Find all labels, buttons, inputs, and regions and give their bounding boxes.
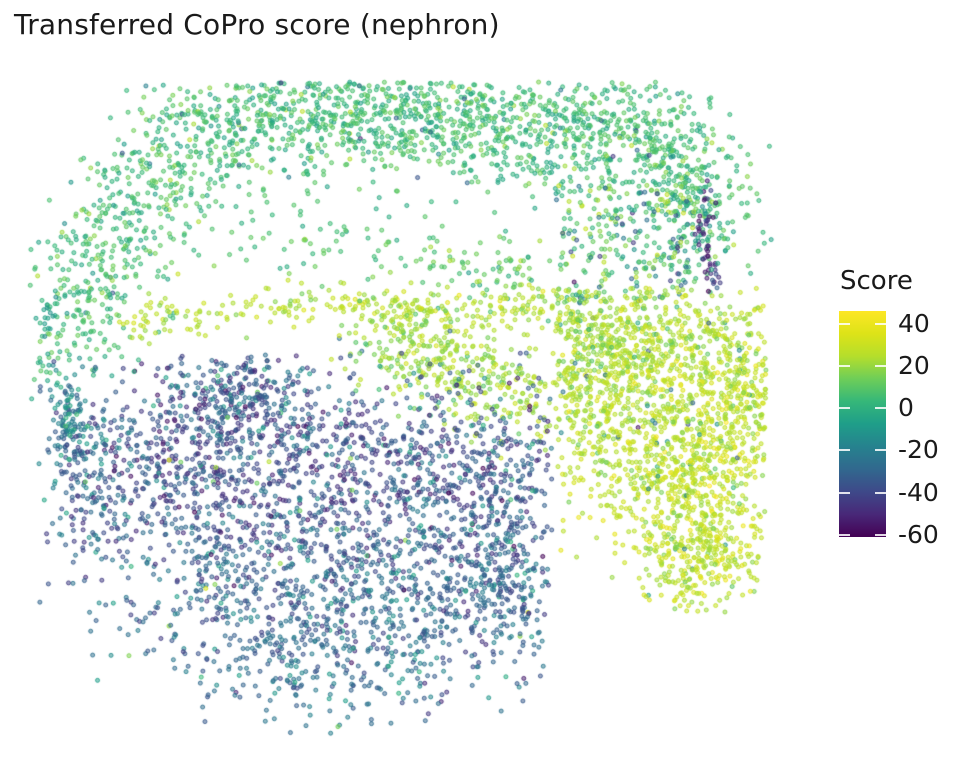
colorbar-tick-label: -40 xyxy=(898,477,939,507)
colorbar-tick-label: 0 xyxy=(898,393,914,423)
colorbar-tick-mark xyxy=(875,407,886,410)
colorbar-tick-label: 20 xyxy=(898,350,930,380)
colorbar-tick-mark xyxy=(875,322,886,325)
colorbar-tick-mark xyxy=(875,449,886,452)
colorbar-tick-mark xyxy=(875,533,886,536)
chart-title: Transferred CoPro score (nephron) xyxy=(14,8,500,41)
colorbar-tick-mark xyxy=(839,449,850,452)
colorbar-tick-mark xyxy=(839,491,850,494)
colorbar-tick-mark xyxy=(839,407,850,410)
colorbar-tick-mark xyxy=(875,364,886,367)
colorbar-legend: Score 40 20 0 -20 -40 -60 xyxy=(838,266,960,556)
colorbar-tick-label: -60 xyxy=(898,519,939,549)
colorbar-tick-mark xyxy=(839,533,850,536)
colorbar-tick-mark xyxy=(839,322,850,325)
colorbar-gradient xyxy=(839,311,886,537)
colorbar-tick-label: 40 xyxy=(898,308,930,338)
colorbar-tick-mark xyxy=(875,491,886,494)
legend-title: Score xyxy=(840,266,913,296)
colorbar-tick-mark xyxy=(839,364,850,367)
colorbar-tick-label: -20 xyxy=(898,435,939,465)
